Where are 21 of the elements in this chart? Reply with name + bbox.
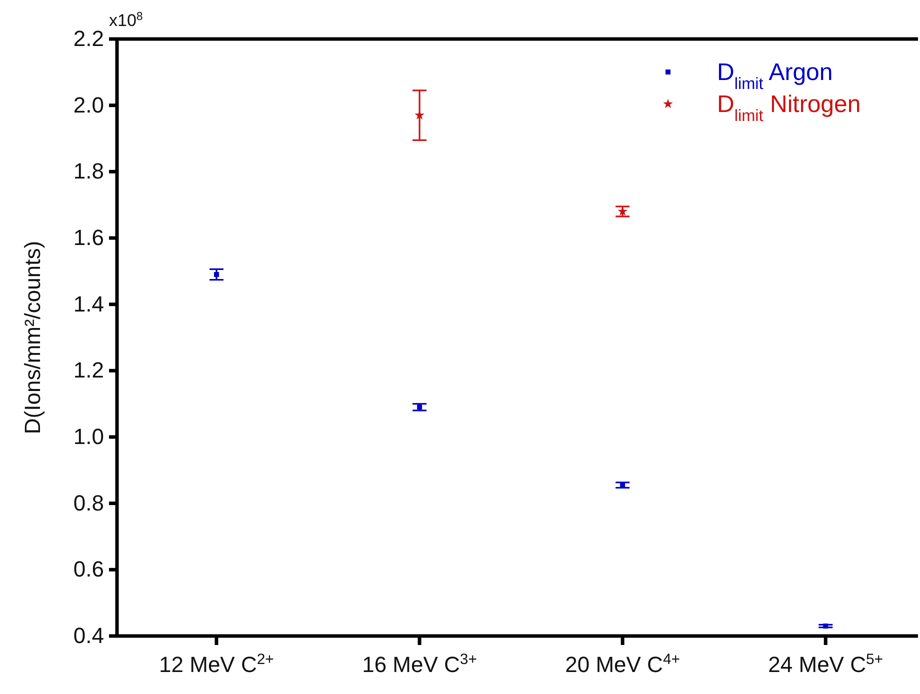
x-tick-label: 12 MeV C$^{2+}$ [159,650,274,677]
y-tick-label: 1.6 [73,225,104,250]
y-tick-label: 0.6 [73,556,104,582]
point [414,110,424,120]
y-axis-title: D(Ions/mm²/counts) [20,240,45,434]
y-tick-label: 2.2 [73,26,104,52]
legend-label: D$_{limit}$ Argon [717,59,833,93]
y-tick-label: 1.8 [73,158,104,184]
point [214,272,219,277]
x-tick-label: 20 MeV C$^{4+}$ [565,650,680,677]
y-tick-label: 0.8 [73,490,104,516]
y-tick-label: 2.0 [73,92,104,118]
x-tick-label: 24 MeV C$^{5+}$ [768,650,884,677]
y-tick-label: 1.0 [73,424,104,450]
text: x10$^{8}$ [109,11,143,30]
legend-label: D$_{limit}$ Nitrogen [717,91,861,125]
y-tick-label: 1.4 [73,291,104,316]
y-tick-label: 1.2 [73,358,104,383]
x-tick-label: 16 MeV C$^{3+}$ [362,650,477,677]
y-tick-label: 0.4 [73,623,104,648]
point [618,206,628,216]
